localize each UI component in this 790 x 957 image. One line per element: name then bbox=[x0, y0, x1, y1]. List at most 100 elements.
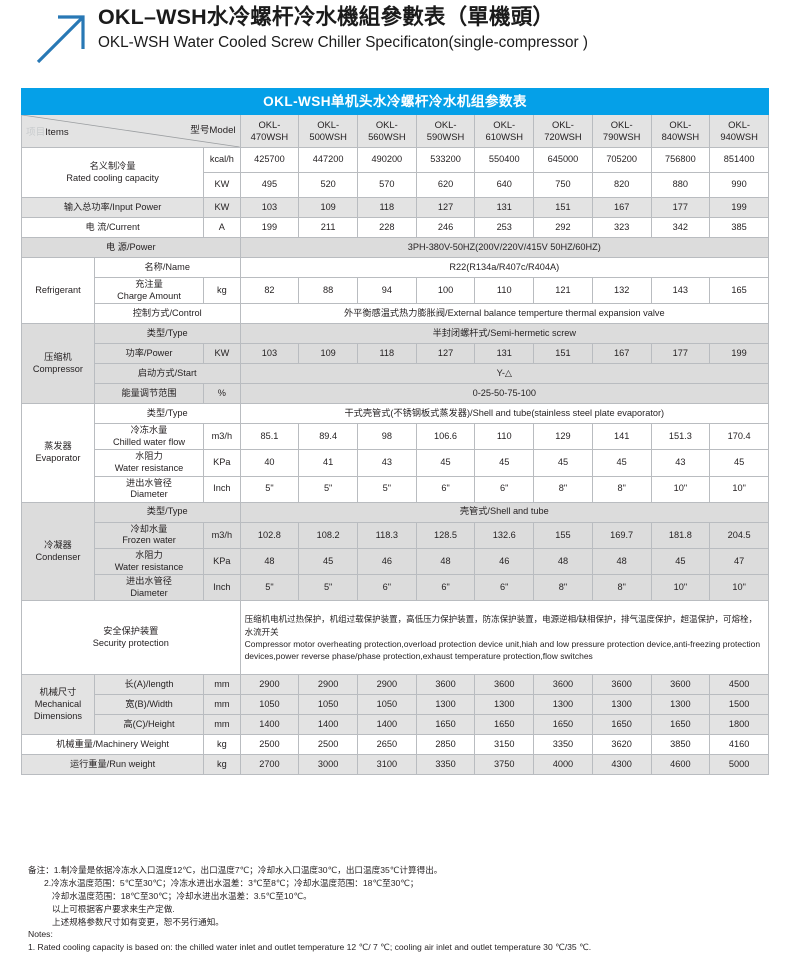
data-cell: 167 bbox=[591, 343, 652, 365]
row-label-evaporator-resistance: 水阻力 Water resistance bbox=[93, 449, 205, 477]
data-cell: 211 bbox=[298, 217, 358, 238]
data-cell: 750 bbox=[533, 172, 593, 198]
data-cell: 128.5 bbox=[415, 521, 476, 549]
page-title-cn: OKL–WSH水冷螺杆冷水機組參數表（單機頭） bbox=[98, 5, 555, 29]
table-row: 水阻力 Water resistance KPa 40 41 43 45 45 … bbox=[22, 449, 769, 477]
model-header: OKL-500WSH bbox=[298, 114, 358, 148]
table-header-row: 项目Items 型号Model OKL-470WSH OKL-500WSH OK… bbox=[21, 114, 769, 148]
data-cell: 3620 bbox=[591, 734, 652, 756]
security-text-cn: 压缩机电机过热保护，机组过载保护装置，高低压力保护装置，防冻保护装置，电源逆相/… bbox=[244, 614, 757, 637]
data-cell: 181.8 bbox=[650, 521, 711, 549]
model-header: OKL-840WSH bbox=[650, 114, 711, 148]
unit-cell: kg bbox=[203, 734, 241, 756]
unit-cell: kg bbox=[203, 754, 241, 776]
table-row: 宽(B)/Width mm 1050 1050 1050 1300 1300 1… bbox=[22, 694, 769, 716]
data-cell: 151 bbox=[533, 197, 593, 218]
table-row: 充注量 Charge Amount kg 82 88 94 100 110 12… bbox=[22, 276, 769, 305]
data-cell: 46 bbox=[474, 547, 535, 576]
table-row: 机械重量/Machinery Weight kg 2500 2500 2650 … bbox=[20, 734, 769, 756]
data-cell: 165 bbox=[709, 276, 769, 305]
data-cell: 5" bbox=[356, 475, 417, 503]
table-row: 电 流/Current A 199 211 228 246 253 292 32… bbox=[20, 217, 769, 238]
data-cell: 127 bbox=[415, 197, 476, 218]
data-cell: 5" bbox=[298, 574, 358, 602]
data-cell: 6" bbox=[356, 574, 417, 602]
table-row: 冷却水量 Frozen water m3/h 102.8 108.2 118.3… bbox=[22, 521, 769, 549]
data-cell: 5000 bbox=[709, 754, 769, 776]
page-title-en: OKL-WSH Water Cooled Screw Chiller Speci… bbox=[98, 33, 588, 51]
unit-cell: kg bbox=[203, 276, 241, 305]
data-cell: 204.5 bbox=[709, 521, 769, 549]
data-cell: 151 bbox=[533, 343, 593, 365]
row-label-length: 长(A)/length bbox=[93, 674, 205, 696]
security-text-en: Compressor motor overheating protection,… bbox=[244, 638, 761, 662]
data-cell: 1300 bbox=[650, 694, 711, 716]
group-label-dimensions: 机械尺寸 Mechanical Dimensions bbox=[21, 674, 95, 736]
table-row: 进出水管径 Diameter Inch 5" 5" 5" 6" 6" 8" 8"… bbox=[22, 475, 769, 503]
data-cell: 45 bbox=[474, 449, 535, 477]
data-cell: 533200 bbox=[415, 147, 476, 173]
data-cell: 1050 bbox=[356, 694, 417, 716]
unit-cell: m3/h bbox=[203, 423, 241, 451]
data-cell: 756800 bbox=[650, 147, 711, 173]
data-cell: 425700 bbox=[239, 147, 300, 173]
data-cell: 3100 bbox=[356, 754, 417, 776]
data-cell: 103 bbox=[239, 197, 300, 218]
data-cell: 5" bbox=[298, 475, 358, 503]
unit-cell: KW bbox=[203, 172, 241, 198]
row-label-power-supply: 电 源/Power bbox=[21, 237, 241, 258]
data-cell: 1650 bbox=[650, 714, 711, 736]
data-cell: 10" bbox=[650, 475, 711, 503]
data-cell: 47 bbox=[709, 547, 769, 576]
footnote-line: 冷却水温度范围：18℃至30℃；冷却水进出水温差：3.5℃至10℃。 bbox=[52, 890, 312, 901]
data-cell-span: 壳管式/Shell and tube bbox=[239, 501, 770, 523]
row-label-input-power: 输入总功率/Input Power bbox=[20, 197, 205, 218]
data-cell: 880 bbox=[650, 172, 711, 198]
model-header: OKL-590WSH bbox=[415, 114, 476, 148]
data-cell: 1300 bbox=[415, 694, 476, 716]
data-cell: 342 bbox=[650, 217, 711, 238]
unit-cell: mm bbox=[203, 714, 241, 736]
row-label-run-weight: 运行重量/Run weight bbox=[20, 754, 205, 776]
data-cell: 1500 bbox=[709, 694, 769, 716]
group-label-evaporator: 蒸发器 Evaporator bbox=[21, 403, 95, 503]
row-label-refrigerant-charge: 充注量 Charge Amount bbox=[93, 276, 205, 305]
data-cell: 143 bbox=[650, 276, 711, 305]
data-cell: 199 bbox=[239, 217, 300, 238]
data-cell: 3600 bbox=[650, 674, 711, 696]
data-cell: 8" bbox=[591, 475, 652, 503]
data-cell: 121 bbox=[533, 276, 593, 305]
data-cell: 1300 bbox=[533, 694, 593, 716]
table-row: 控制方式/Control 外平衡感温式热力膨胀阀/External balanc… bbox=[22, 303, 770, 325]
unit-cell: % bbox=[203, 383, 241, 405]
table-row: 输入总功率/Input Power KW 103 109 118 127 131… bbox=[20, 197, 769, 218]
table-row: 名义制冷量 Rated cooling capacity kcal/h 4257… bbox=[20, 147, 769, 198]
row-label-width: 宽(B)/Width bbox=[93, 694, 205, 716]
data-cell: 40 bbox=[239, 449, 300, 477]
data-cell: 132.6 bbox=[474, 521, 535, 549]
data-cell: 45 bbox=[591, 449, 652, 477]
data-cell: 2500 bbox=[298, 734, 358, 756]
data-cell: 2650 bbox=[356, 734, 417, 756]
data-cell: 246 bbox=[415, 217, 476, 238]
data-cell: 45 bbox=[415, 449, 476, 477]
table-banner: OKL-WSH单机头水冷螺杆冷水机组参数表 bbox=[21, 88, 769, 115]
data-cell: 89.4 bbox=[298, 423, 358, 451]
unit-cell: mm bbox=[203, 694, 241, 716]
group-label-refrigerant: Refrigerant bbox=[21, 256, 95, 325]
data-cell: 820 bbox=[591, 172, 652, 198]
data-cell: 3150 bbox=[474, 734, 535, 756]
model-header: OKL-790WSH bbox=[591, 114, 652, 148]
table-row: 机械尺寸 Mechanical Dimensions 长(A)/length m… bbox=[21, 674, 769, 736]
data-cell: 1300 bbox=[591, 694, 652, 716]
footnote-line: 备注：1.制冷量是依据冷冻水入口温度12℃，出口温度7℃；冷却水入口温度30℃，… bbox=[28, 865, 443, 875]
data-cell-span: R22(R134a/R407c/R404A) bbox=[239, 257, 770, 278]
data-cell: 3850 bbox=[650, 734, 711, 756]
model-header: OKL-560WSH bbox=[356, 114, 417, 148]
data-cell: 94 bbox=[356, 276, 417, 305]
header-items-label: 项目Items bbox=[26, 127, 69, 138]
data-cell: 520 bbox=[298, 172, 358, 198]
table-banner-row: OKL-WSH单机头水冷螺杆冷水机组参数表 bbox=[21, 88, 769, 115]
data-cell: 151.3 bbox=[650, 423, 711, 451]
data-cell: 570 bbox=[356, 172, 417, 198]
